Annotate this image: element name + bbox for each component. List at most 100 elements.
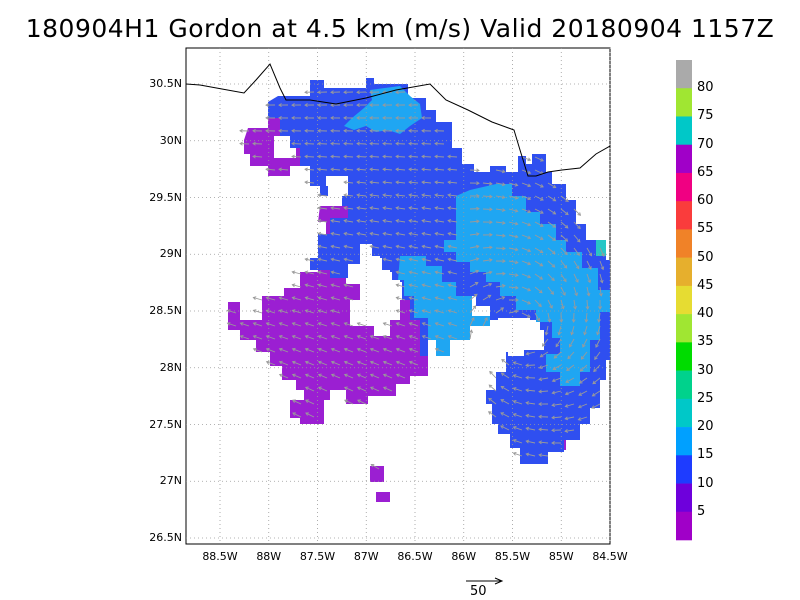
wind-vector	[396, 245, 406, 249]
wind-vector-head	[265, 334, 270, 339]
colorbar-label: 60	[697, 193, 714, 209]
wind-vector-head	[500, 385, 505, 390]
wind-vector-head	[551, 250, 556, 255]
wind-vector	[582, 338, 588, 348]
wind-vector-head	[502, 259, 506, 264]
wind-vector	[521, 260, 531, 265]
wind-vector	[409, 361, 419, 366]
colorbar-label: 30	[697, 362, 714, 378]
wind-vector	[396, 232, 406, 236]
wind-vector	[501, 386, 510, 392]
wind-vector	[591, 403, 601, 409]
wind-vector	[469, 293, 478, 301]
lon-label: 84.5W	[592, 550, 628, 563]
wind-vector-head	[512, 426, 517, 430]
wind-vector-head	[330, 296, 335, 301]
wind-vector-head	[369, 193, 373, 198]
wind-vector	[495, 195, 505, 198]
wind-vector	[409, 181, 419, 184]
wind-vector-head	[395, 193, 399, 198]
wind-vector	[435, 245, 445, 249]
wind-vector-head	[278, 334, 283, 339]
wind-vector	[482, 246, 493, 249]
wind-vector-head	[500, 307, 505, 311]
wind-vector-head	[447, 283, 452, 288]
wind-vector-head	[330, 154, 334, 159]
wind-vector-head	[343, 116, 347, 120]
wind-vector-head	[408, 347, 413, 352]
wind-vector-head	[564, 251, 568, 256]
wind-vector-head	[304, 90, 308, 95]
wind-vector-head	[265, 347, 270, 352]
swath-purple-island-2	[376, 492, 390, 502]
wind-vector-head	[356, 231, 361, 236]
wind-vector-head	[317, 116, 321, 120]
wind-vector-head	[601, 253, 605, 257]
wind-vector	[534, 260, 543, 267]
wind-vector-head	[475, 257, 480, 262]
wind-vector	[382, 168, 393, 171]
wind-vector	[409, 271, 419, 275]
swath-purple-north	[244, 118, 306, 176]
wind-vector-head	[330, 167, 334, 172]
wind-vector	[581, 351, 588, 360]
wind-vector	[585, 312, 588, 322]
wind-vector-head	[447, 167, 451, 172]
wind-vector-head	[421, 167, 425, 172]
wind-vector	[421, 168, 432, 171]
wind-vector-head	[330, 90, 334, 95]
wind-vector-head	[570, 331, 575, 336]
wind-vector-head	[539, 210, 544, 214]
wind-vector-head	[527, 157, 532, 162]
wind-vector	[344, 322, 354, 327]
wind-vector-head	[317, 167, 321, 172]
wind-vector	[573, 273, 579, 283]
wind-vector-head	[408, 296, 413, 301]
wind-vector	[396, 271, 406, 275]
wind-vector-head	[539, 249, 544, 254]
wind-vector-head	[395, 373, 400, 378]
wind-vector-head	[564, 416, 569, 421]
wind-vector-head	[434, 180, 438, 185]
wind-vector-head	[356, 347, 361, 352]
wind-vector-head	[512, 361, 517, 365]
wind-vector-head	[317, 219, 322, 223]
wind-vector-head	[487, 411, 492, 415]
wind-vector-head	[421, 334, 426, 339]
wind-vector-head	[382, 116, 386, 120]
wind-vector	[521, 208, 531, 213]
wind-vector-head	[382, 180, 386, 185]
wind-vector	[331, 245, 341, 249]
wind-vector-head	[577, 212, 582, 216]
wind-vector-head	[575, 279, 579, 283]
colorbar-label: 55	[697, 221, 714, 237]
wind-vector	[344, 245, 354, 249]
wind-vector-head	[304, 373, 309, 378]
wind-vector	[534, 208, 544, 214]
wind-vector	[304, 155, 315, 158]
wind-vector	[370, 181, 380, 184]
wind-vector	[540, 351, 549, 358]
wind-vector	[534, 156, 544, 162]
wind-vector	[370, 386, 380, 392]
wind-vector-head	[512, 413, 517, 417]
wind-vector	[560, 260, 568, 269]
wind-vector	[408, 168, 419, 171]
wind-vector-head	[330, 360, 335, 365]
wind-vector-head	[369, 116, 373, 120]
wind-vector-head	[304, 103, 308, 108]
wind-vector	[573, 260, 580, 269]
wind-vector-head	[304, 334, 309, 339]
wind-vector-head	[447, 309, 452, 313]
wind-vector-head	[408, 154, 412, 159]
wind-vector-head	[434, 128, 438, 133]
lat-label: 30.5N	[149, 77, 182, 90]
wind-vector-head	[434, 347, 439, 352]
wind-vector	[279, 348, 289, 353]
wind-vector	[318, 348, 328, 353]
wind-vector	[565, 416, 575, 420]
wind-vector-head	[382, 360, 387, 365]
wind-vector-head	[476, 219, 480, 224]
wind-vector	[383, 220, 393, 223]
